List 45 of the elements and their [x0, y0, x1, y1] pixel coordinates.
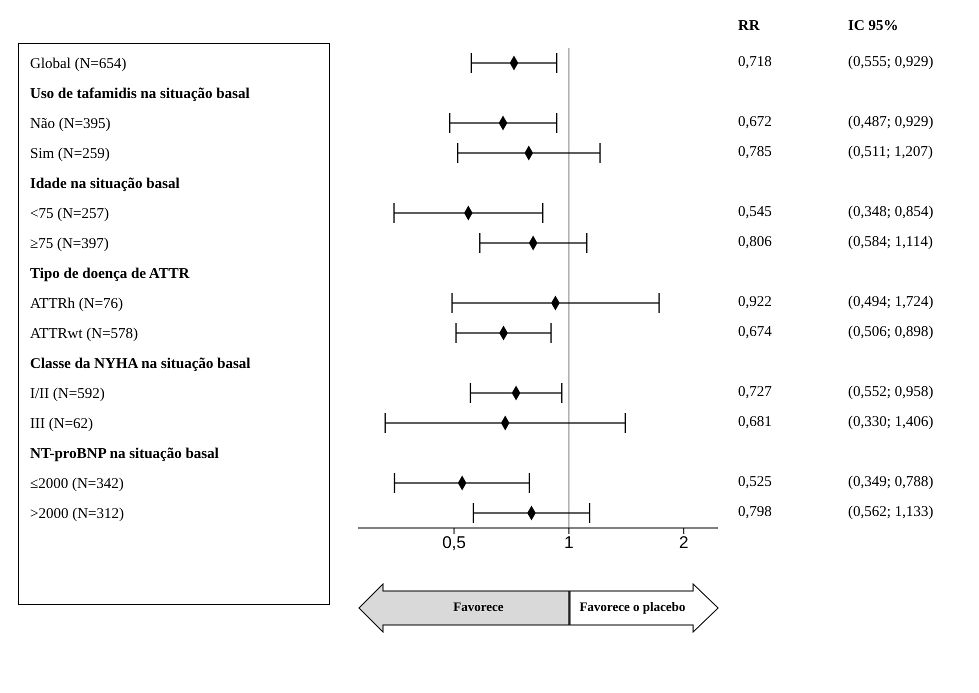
- y-tick-label: Uso de tafamidis na situação basal: [30, 86, 250, 102]
- data-label: 0,806: [738, 234, 772, 251]
- data-label: 0,727: [738, 384, 772, 401]
- text: IC 95%: [848, 18, 898, 35]
- y-tick-label: ATTRh (N=76): [30, 296, 124, 312]
- y-tick-label: >2000 (N=312): [30, 506, 124, 522]
- data-label: 0,718: [738, 54, 772, 71]
- text: (0,494; 1,724): [848, 294, 934, 311]
- y-tick-label: Sim (N=259): [30, 146, 110, 162]
- y-tick-label: Classe da NYHA na situação basal: [30, 356, 250, 372]
- data-label: 0,681: [738, 414, 772, 431]
- x-tick-label: 0,5: [442, 533, 466, 552]
- data-label: 0,798: [738, 504, 772, 521]
- x-tick-label: 1: [564, 533, 574, 552]
- data-label: 0,674: [738, 324, 772, 341]
- y-tick-label: <75 (N=257): [30, 206, 109, 222]
- data-label: 0,525: [738, 474, 772, 491]
- data-label: 0,672: [738, 114, 772, 131]
- y-tick-label: Não (N=395): [30, 116, 111, 132]
- text: RR: [738, 18, 760, 35]
- text: Favorece: [452, 599, 505, 615]
- y-tick-label: ATTRwt (N=578): [30, 326, 138, 342]
- text: (0,552; 0,958): [848, 384, 934, 401]
- y-tick-label: Idade na situação basal: [30, 176, 180, 192]
- text: (0,330; 1,406): [848, 414, 934, 431]
- text: (0,487; 0,929): [848, 114, 934, 131]
- text: (0,348; 0,854): [848, 204, 934, 221]
- text: (0,511; 1,207): [848, 144, 933, 161]
- y-tick-label: Global (N=654): [30, 56, 126, 72]
- text: Favorece o placebo: [578, 599, 686, 615]
- y-tick-label: ≤2000 (N=342): [30, 476, 124, 492]
- text: (0,506; 0,898): [848, 324, 934, 341]
- y-tick-label: ≥75 (N=397): [30, 236, 109, 252]
- y-tick-label: NT-proBNP na situação basal: [30, 446, 219, 462]
- data-label: 0,785: [738, 144, 772, 161]
- text: (0,562; 1,133): [848, 504, 934, 521]
- text: (0,555; 0,929): [848, 54, 934, 71]
- data-label: 0,922: [738, 294, 772, 311]
- data-label: 0,545: [738, 204, 772, 221]
- text: (0,349; 0,788): [848, 474, 934, 491]
- y-tick-label: Tipo de doença de ATTR: [30, 266, 190, 282]
- x-tick-label: 2: [678, 533, 688, 552]
- y-tick-label: III (N=62): [30, 416, 94, 432]
- text: (0,584; 1,114): [848, 234, 933, 251]
- y-tick-label: I/II (N=592): [30, 386, 105, 402]
